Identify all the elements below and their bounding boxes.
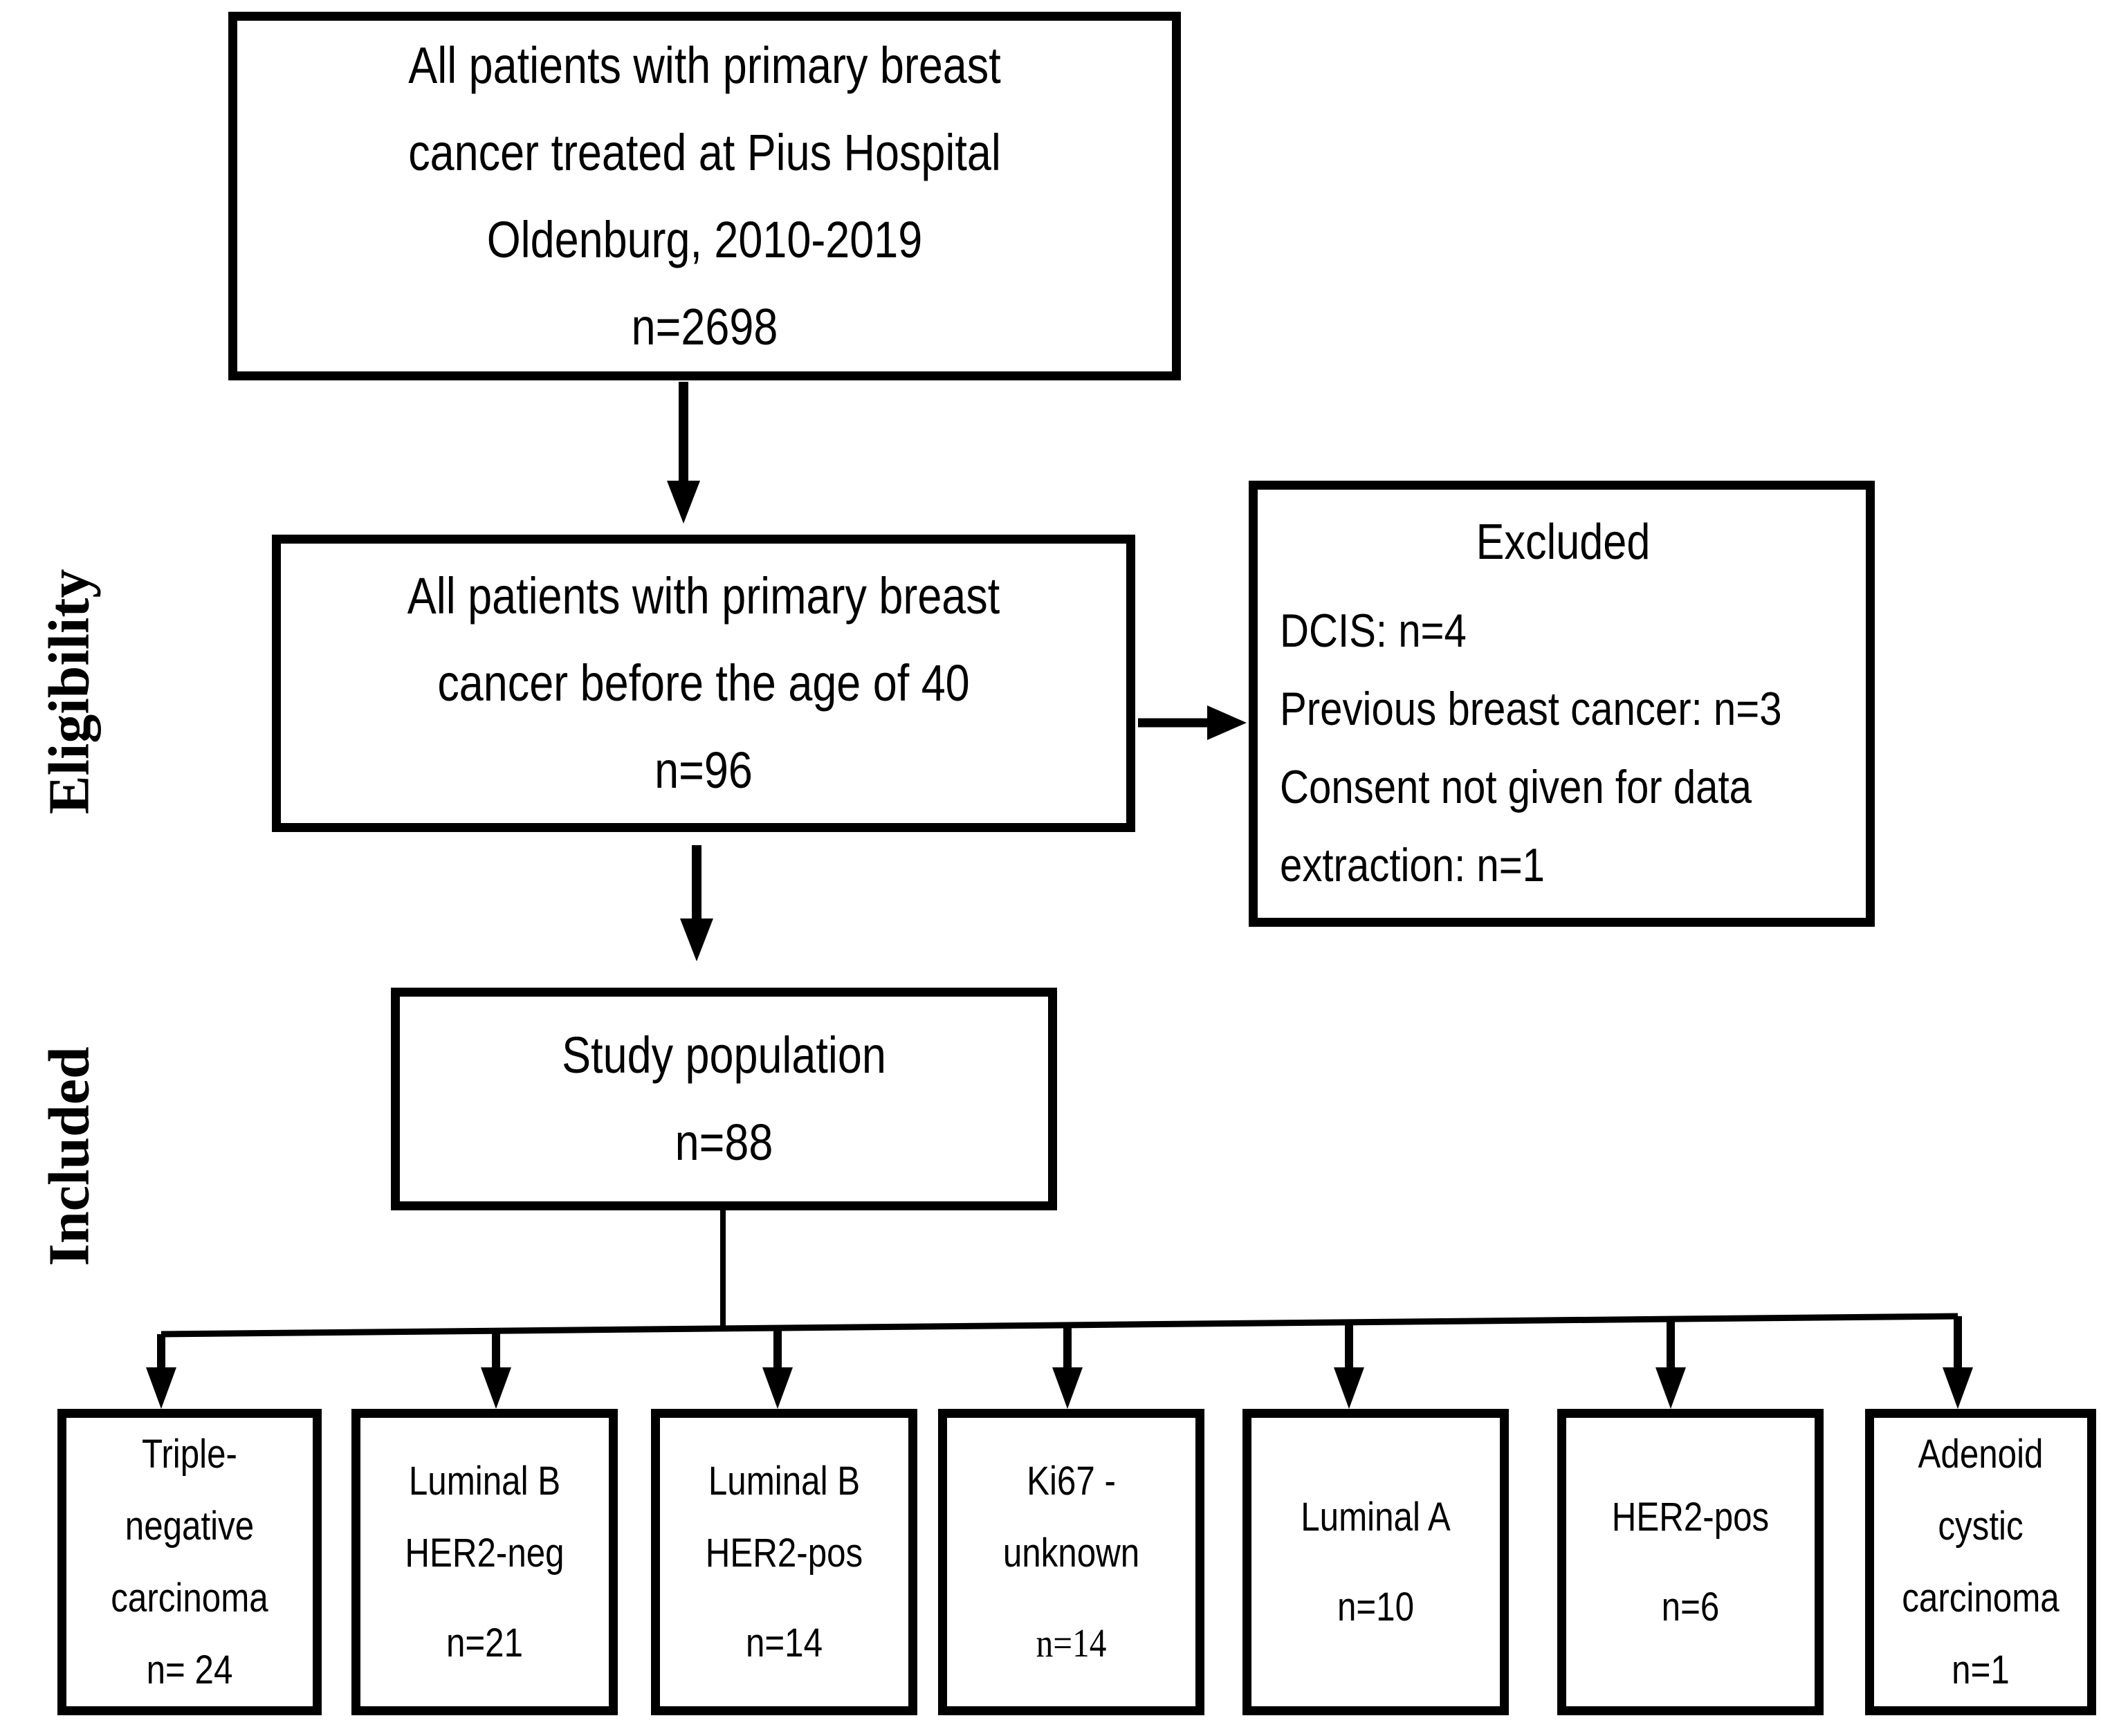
box-text-line: cancer treated at Pius Hospital [408, 123, 1001, 181]
subtype-box-adenoid-cystic: Adenoid cystic carcinoma n=1 [1865, 1409, 2096, 1715]
box-text-line: HER2-pos [1611, 1494, 1770, 1540]
box-text-line: unknown [1002, 1530, 1140, 1576]
box-count: n=21 [446, 1620, 524, 1665]
box-text-line: HER2-pos [705, 1530, 863, 1576]
box-text-line: Adenoid [1918, 1431, 2044, 1477]
box-count: n=88 [675, 1114, 773, 1171]
box-total-patients: All patients with primary breast cancer … [228, 12, 1181, 380]
subtype-box-triple-negative: Triple- negative carcinoma n= 24 [57, 1409, 322, 1715]
excluded-item: Consent not given for data extraction: n… [1280, 761, 1752, 892]
stage-label-eligibility: Eligibility [37, 569, 102, 815]
arrow-to-triple-negative [146, 1334, 176, 1409]
subtype-box-luminal-b-her2-pos: Luminal B HER2-pos n=14 [651, 1409, 917, 1715]
box-text-line: cancer before the age of 40 [437, 654, 970, 712]
subtype-box-her2-pos: HER2-pos n=6 [1557, 1409, 1824, 1715]
excluded-items: DCIS: n=4 Previous breast cancer: n=3 Co… [1280, 592, 1846, 905]
box-count: n=96 [654, 741, 753, 799]
arrow-total-to-eligible [667, 382, 700, 524]
box-count: n=2698 [631, 297, 778, 355]
box-text-line: carcinoma [1902, 1575, 2059, 1620]
box-text-line: Luminal B [708, 1458, 861, 1504]
box-text-line: cystic [1938, 1503, 2024, 1549]
box-excluded: Excluded DCIS: n=4 Previous breast cance… [1249, 481, 1875, 927]
box-count: n=14 [1036, 1620, 1107, 1665]
box-study-population: Study population n=88 [391, 988, 1057, 1210]
box-text-line: All patients with primary breast [407, 567, 1000, 625]
arrow-eligible-to-study [680, 845, 713, 961]
box-text-line: Luminal A [1301, 1494, 1451, 1540]
distribution-line [160, 1313, 1958, 1338]
excluded-item: Previous breast cancer: n=3 [1280, 683, 1782, 735]
box-text-line: carcinoma [111, 1575, 268, 1620]
stage-label-included: Included [37, 1046, 102, 1266]
box-text-line: negative [125, 1503, 255, 1549]
box-count: n= 24 [146, 1647, 233, 1692]
excluded-title: Excluded [1476, 515, 1651, 570]
box-text-line: Luminal B [408, 1458, 561, 1504]
arrow-to-ki67-unknown [1052, 1325, 1083, 1409]
arrow-to-her2-pos [1655, 1319, 1686, 1409]
arrow-eligible-to-excluded [1138, 705, 1247, 740]
box-count: n=14 [745, 1620, 823, 1665]
box-count: n=1 [1952, 1647, 2010, 1692]
arrow-to-adenoid-cystic [1943, 1316, 1973, 1409]
arrow-to-luminal-b-her2-neg [481, 1331, 511, 1409]
box-count: n=10 [1337, 1584, 1415, 1629]
subtype-box-luminal-a: Luminal A n=10 [1242, 1409, 1509, 1715]
box-count: n=6 [1661, 1584, 1720, 1629]
subtype-box-luminal-b-her2-neg: Luminal B HER2-neg n=21 [351, 1409, 618, 1715]
box-text-line: HER2-neg [405, 1530, 565, 1576]
excluded-item: DCIS: n=4 [1280, 604, 1467, 657]
box-text-line: Oldenburg, 2010-2019 [486, 210, 923, 268]
arrow-to-luminal-a [1334, 1322, 1364, 1409]
arrow-to-luminal-b-her2-pos [762, 1328, 793, 1409]
box-text-line: All patients with primary breast [408, 36, 1001, 94]
box-eligible-under-40: All patients with primary breast cancer … [272, 535, 1135, 832]
box-text-line: Study population [562, 1026, 886, 1084]
subtype-box-ki67-unknown: Ki67 - unknown n=14 [938, 1409, 1204, 1715]
box-text-line: Ki67 - [1027, 1458, 1116, 1504]
box-text-line: Triple- [142, 1431, 237, 1477]
